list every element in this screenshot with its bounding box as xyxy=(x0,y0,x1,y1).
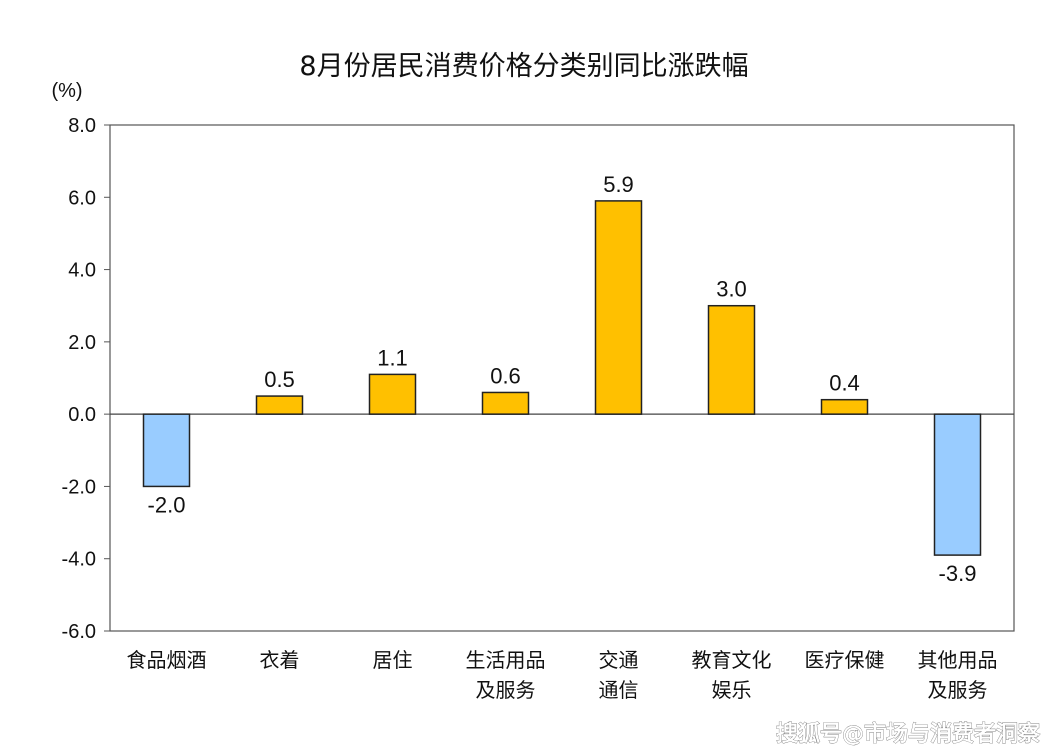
category-label: 及服务 xyxy=(928,678,988,702)
category-label: 衣着 xyxy=(260,648,300,672)
bar xyxy=(707,304,756,415)
plot-area xyxy=(109,124,1015,632)
y-tick-label: -6.0 xyxy=(62,621,96,643)
category-label: 交通 xyxy=(599,648,639,672)
category-label: 其他用品 xyxy=(918,648,998,672)
category-label: 及服务 xyxy=(476,678,536,702)
bar-value-label: 3.0 xyxy=(716,277,747,302)
watermark: 搜狐号@市场与消费者洞察 xyxy=(776,721,1041,747)
bar xyxy=(933,413,982,556)
chart-title: 8月份居民消费价格分类别同比涨跌幅 xyxy=(299,51,748,82)
bar-value-label: 0.5 xyxy=(264,367,295,392)
bar xyxy=(481,391,530,415)
bar xyxy=(255,395,304,415)
category-label: 通信 xyxy=(599,678,639,702)
bar-value-label: -3.9 xyxy=(939,561,977,586)
bar-value-label: 0.4 xyxy=(829,371,860,396)
category-label: 医疗保健 xyxy=(805,648,885,672)
bar xyxy=(594,200,643,415)
bar xyxy=(368,373,417,415)
category-label: 教育文化 xyxy=(692,648,772,672)
y-tick-label: -4.0 xyxy=(62,549,96,571)
bar xyxy=(820,398,869,415)
category-label: 生活用品 xyxy=(466,648,546,672)
bar-value-label: -2.0 xyxy=(148,492,186,517)
bar-value-label: 1.1 xyxy=(377,345,408,370)
category-label: 食品烟酒 xyxy=(127,648,207,672)
y-tick-label: 0.0 xyxy=(68,404,96,426)
bar-value-label: 0.6 xyxy=(490,363,521,388)
chart-marks: 8.0 6.0 4.0 2.0 0.0 -2.0 -4.0 -6.0 -2.0 食品烟酒 0.5 衣着… xyxy=(62,115,1014,702)
bar-value-label: 5.9 xyxy=(603,172,634,197)
y-tick-label: -2.0 xyxy=(62,476,96,498)
y-tick-label: 4.0 xyxy=(68,260,96,282)
category-label: 居住 xyxy=(373,648,413,672)
y-tick-label: 2.0 xyxy=(68,332,96,354)
y-tick-label: 8.0 xyxy=(68,115,96,137)
category-label: 娱乐 xyxy=(712,678,752,702)
bar xyxy=(142,413,191,488)
y-tick-label: 6.0 xyxy=(68,187,96,209)
y-axis-unit: (%) xyxy=(51,80,82,102)
